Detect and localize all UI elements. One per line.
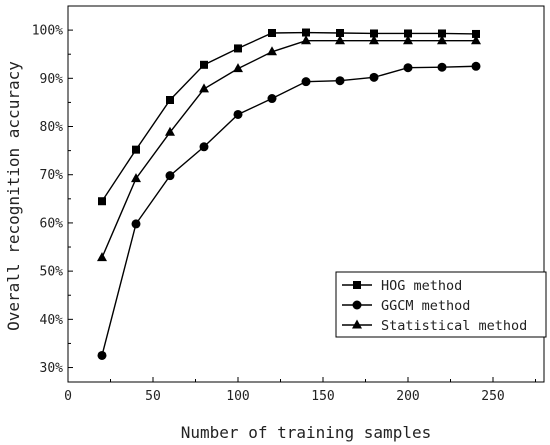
legend-marker bbox=[352, 319, 362, 329]
data-point bbox=[97, 350, 107, 360]
data-point bbox=[437, 62, 447, 72]
data-point bbox=[438, 29, 446, 38]
series-line bbox=[101, 65, 477, 356]
y-tick-label: 50% bbox=[40, 265, 64, 280]
x-axis-title: Number of training samples bbox=[181, 423, 431, 442]
x-tick-label: 250 bbox=[481, 389, 504, 404]
data-point bbox=[199, 142, 209, 152]
y-axis-title: Overall recognition accuracy bbox=[4, 61, 23, 331]
y-tick-label: 90% bbox=[40, 72, 64, 87]
data-point bbox=[369, 35, 379, 45]
legend-item-0: HOG method bbox=[342, 278, 462, 294]
series-1 bbox=[97, 61, 481, 360]
data-point bbox=[131, 219, 141, 229]
x-tick-label: 200 bbox=[396, 389, 419, 404]
data-point bbox=[200, 60, 208, 69]
data-point bbox=[234, 44, 242, 53]
data-point bbox=[267, 94, 277, 104]
data-point bbox=[166, 96, 174, 104]
y-axis: 30% 40% 50% 60% 70% 80% 90% 100% bbox=[32, 24, 73, 376]
data-point bbox=[302, 28, 310, 37]
y-tick-label: 100% bbox=[32, 24, 63, 39]
data-point bbox=[369, 72, 379, 82]
data-point bbox=[267, 46, 277, 56]
y-tick-label: 70% bbox=[40, 168, 64, 183]
series-0 bbox=[98, 28, 480, 206]
series-line bbox=[101, 31, 477, 202]
legend-marker bbox=[352, 300, 362, 310]
data-point bbox=[97, 252, 107, 262]
data-point bbox=[233, 63, 243, 73]
data-point bbox=[472, 29, 480, 38]
data-point bbox=[268, 28, 276, 37]
legend-item-1: GGCM method bbox=[342, 298, 470, 314]
legend-label: GGCM method bbox=[381, 298, 470, 314]
data-point bbox=[165, 126, 175, 136]
data-point bbox=[370, 29, 378, 38]
legend-label: Statistical method bbox=[381, 318, 527, 334]
data-point bbox=[233, 109, 243, 119]
x-tick-label: 150 bbox=[311, 389, 334, 404]
data-point bbox=[437, 35, 447, 45]
legend-marker bbox=[353, 281, 361, 289]
data-point bbox=[471, 35, 481, 45]
y-tick-label: 40% bbox=[40, 313, 64, 328]
x-tick-label: 0 bbox=[64, 389, 72, 404]
data-point bbox=[403, 35, 413, 45]
legend-item-2: Statistical method bbox=[342, 318, 527, 334]
data-point bbox=[301, 77, 311, 87]
series-layer bbox=[97, 28, 481, 360]
series-2 bbox=[97, 35, 481, 262]
x-tick-label: 100 bbox=[226, 389, 249, 404]
data-point bbox=[404, 29, 412, 38]
data-point bbox=[132, 145, 140, 154]
data-point bbox=[335, 35, 345, 45]
data-point bbox=[471, 61, 481, 71]
x-axis: 0 50 100 150 200 250 bbox=[64, 377, 536, 404]
data-point bbox=[335, 76, 345, 86]
data-point bbox=[165, 171, 175, 181]
data-point bbox=[98, 197, 106, 206]
x-tick-label: 50 bbox=[145, 389, 161, 404]
y-tick-label: 60% bbox=[40, 216, 64, 231]
y-tick-label: 30% bbox=[40, 361, 64, 376]
data-point bbox=[199, 83, 209, 93]
legend-label: HOG method bbox=[381, 278, 462, 294]
data-point bbox=[336, 28, 344, 37]
series-line bbox=[101, 40, 476, 258]
y-tick-label: 80% bbox=[40, 120, 64, 135]
legend: HOG method GGCM method Statistical method bbox=[335, 271, 547, 338]
data-point bbox=[131, 173, 141, 183]
data-point bbox=[301, 35, 311, 45]
data-point bbox=[403, 63, 413, 73]
